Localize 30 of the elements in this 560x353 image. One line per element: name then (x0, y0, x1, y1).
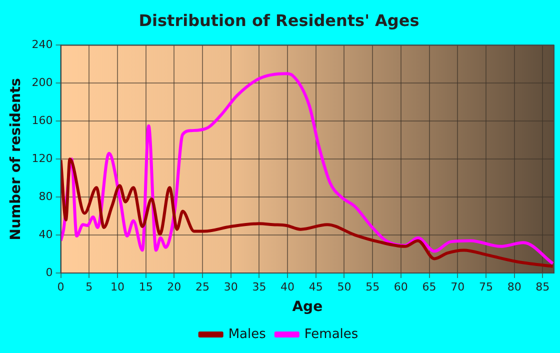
y-tick-label: 0 (46, 266, 53, 279)
x-tick-label: 5 (86, 280, 93, 294)
y-tick-label: 80 (38, 190, 53, 203)
x-tick-label: 35 (252, 280, 266, 294)
y-tick-label: 240 (32, 38, 53, 52)
legend-label: Females (304, 326, 358, 342)
x-tick-label: 50 (337, 280, 352, 294)
chart-title: Distribution of Residents' Ages (138, 10, 420, 30)
x-tick-label: 20 (167, 280, 182, 294)
x-tick-label: 75 (478, 280, 493, 294)
y-axis-title: Number of residents (8, 78, 24, 240)
x-axis-title: Age (292, 299, 323, 316)
x-tick-label: 60 (394, 280, 408, 294)
x-tick-label: 0 (57, 280, 64, 294)
x-tick-label: 70 (450, 280, 465, 294)
x-tick-label: 80 (507, 280, 522, 294)
y-tick-label: 200 (32, 76, 53, 90)
x-tick-label: 30 (224, 280, 238, 294)
x-tick-label: 45 (308, 280, 323, 294)
legend-label: Males (228, 326, 266, 342)
y-tick-label: 160 (32, 114, 53, 127)
x-tick-label: 85 (536, 280, 550, 294)
x-tick-label: 10 (110, 280, 124, 294)
x-tick-label: 15 (138, 280, 153, 294)
y-tick-label: 120 (32, 152, 53, 165)
x-tick-label: 55 (366, 280, 380, 294)
x-tick-label: 40 (280, 280, 295, 294)
x-tick-label: 65 (422, 280, 436, 294)
y-tick-label: 40 (38, 228, 53, 241)
x-tick-label: 25 (196, 280, 210, 294)
